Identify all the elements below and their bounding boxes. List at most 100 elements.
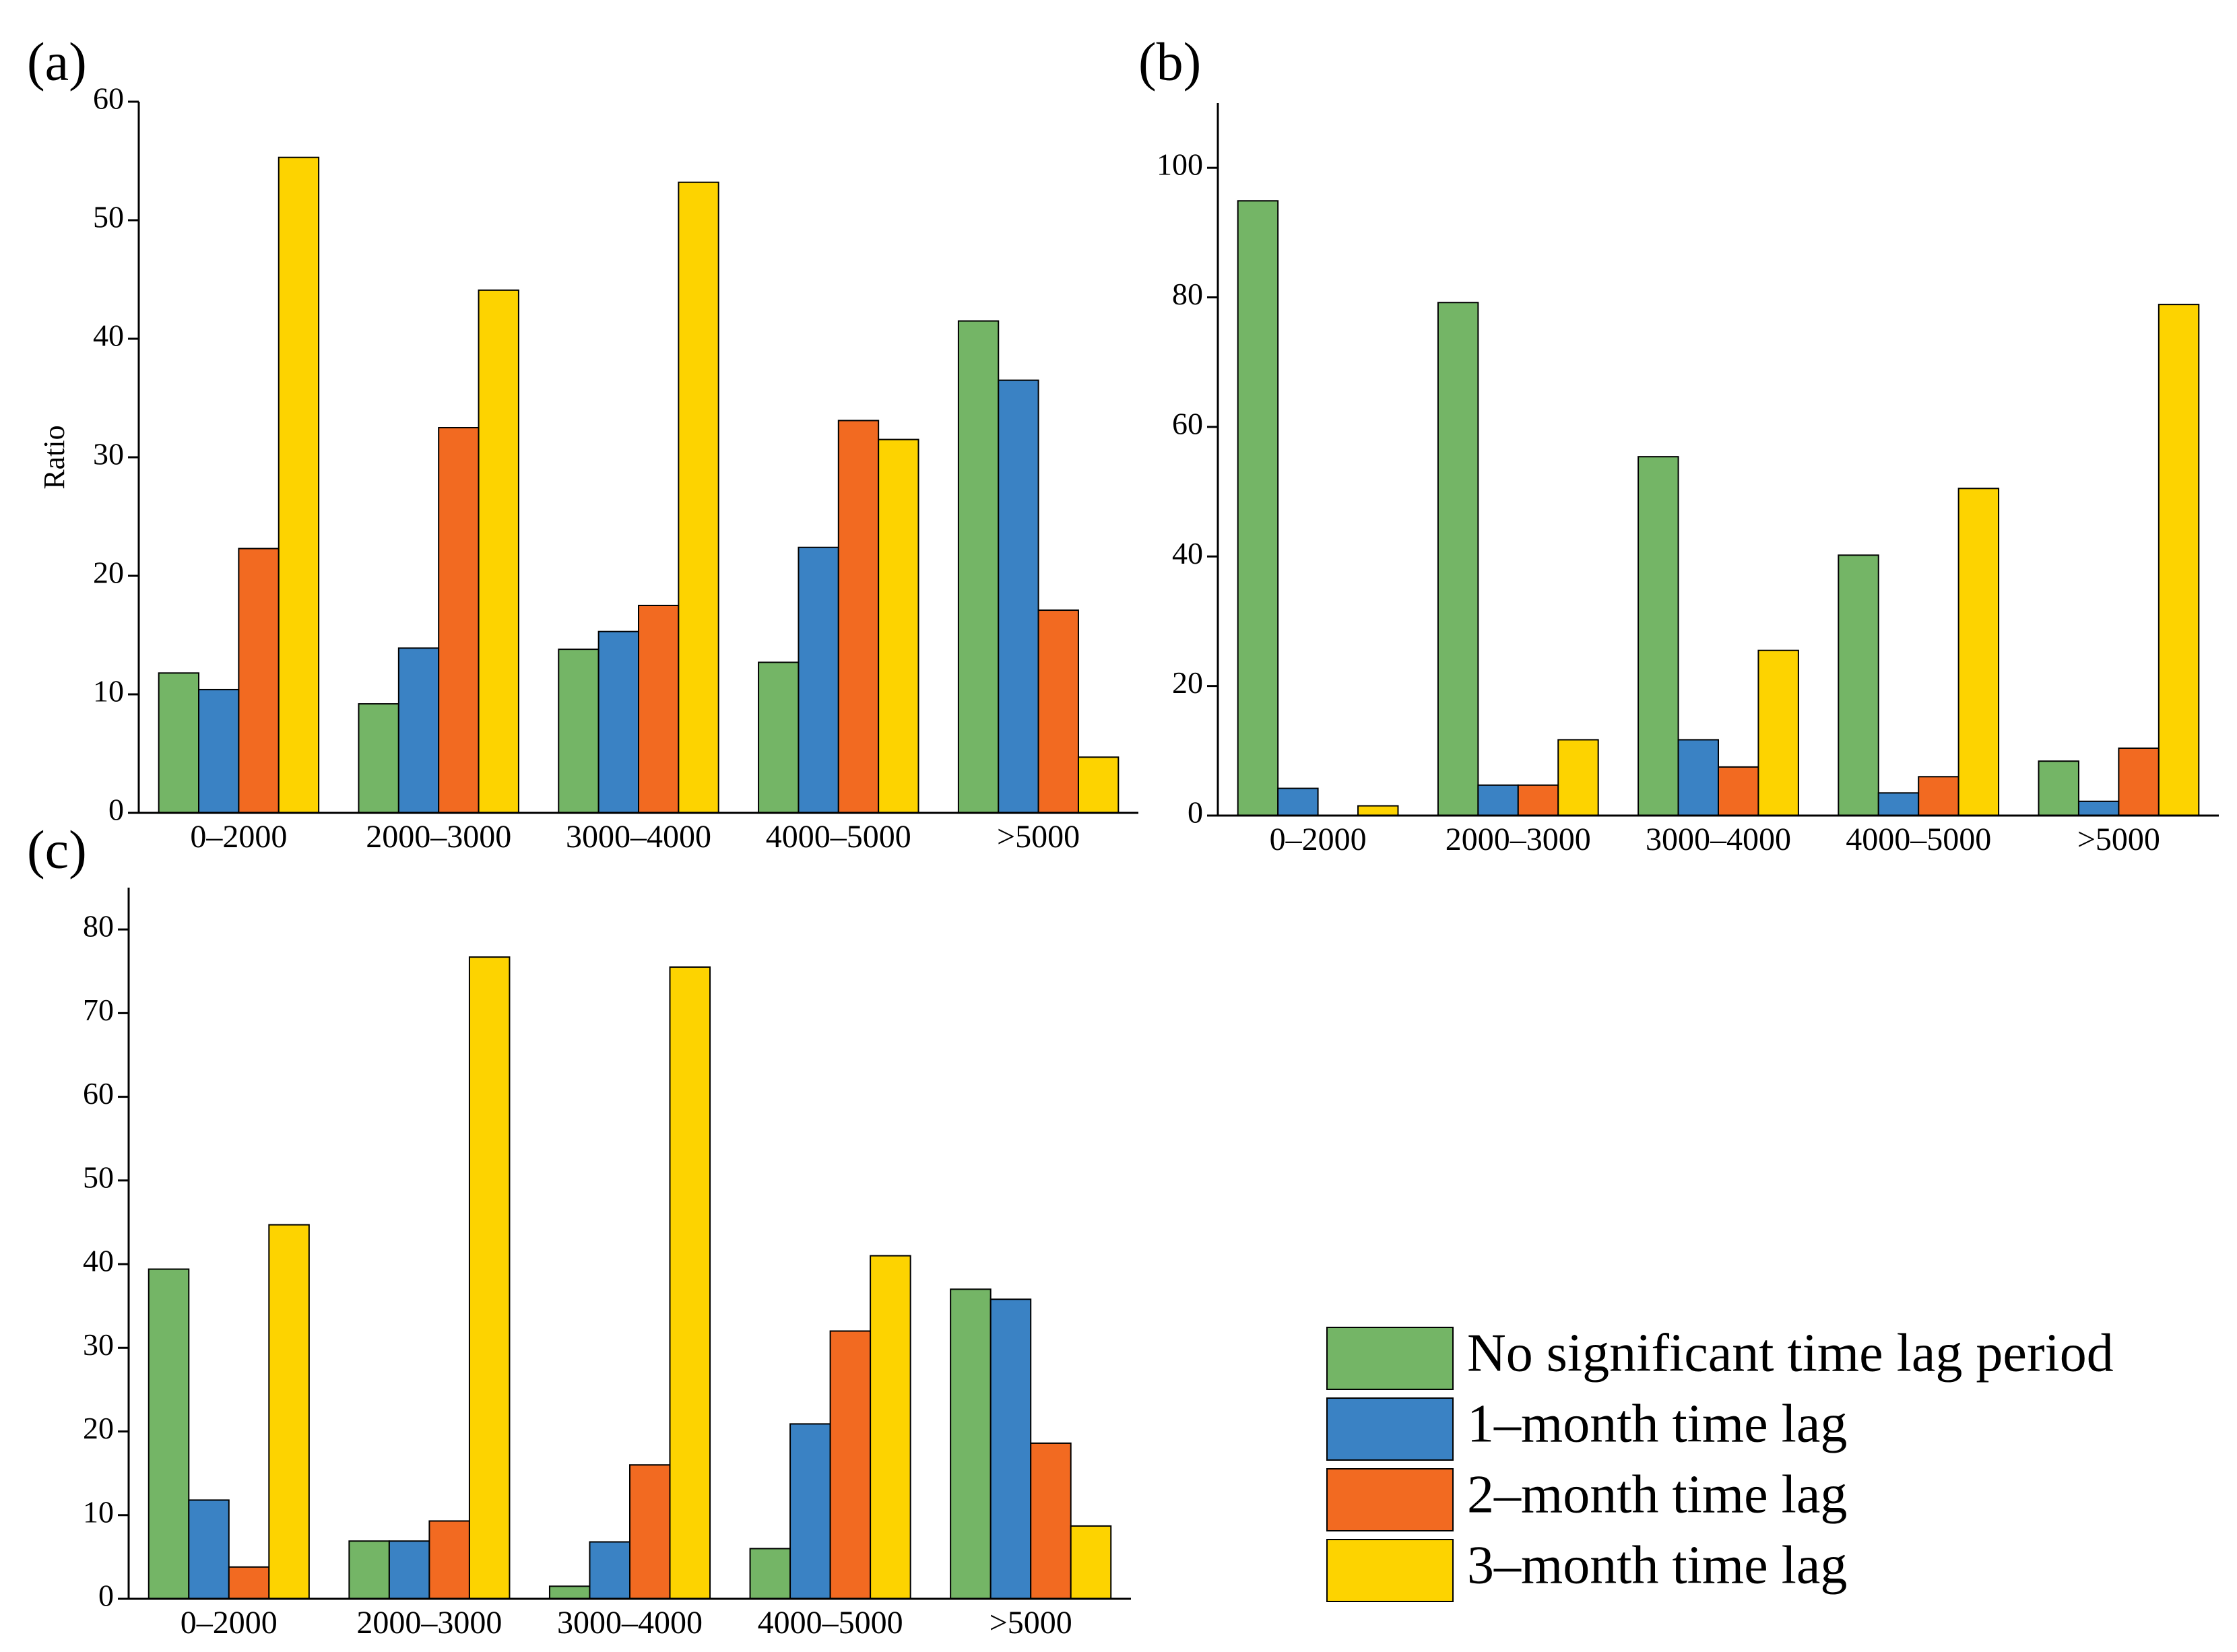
bar — [837, 420, 880, 814]
y-tick-label: 30 — [83, 1327, 114, 1362]
bar — [1677, 739, 1720, 817]
bar — [1277, 787, 1319, 816]
bar — [158, 672, 200, 814]
bar — [678, 181, 719, 814]
bar — [228, 1566, 270, 1599]
y-tick-label: 50 — [93, 200, 124, 234]
legend-swatch — [1326, 1327, 1454, 1390]
y-tick-label: 40 — [1172, 536, 1203, 570]
x-tick-label: 3000–4000 — [1646, 822, 1791, 857]
x-tick-label: 2000–3000 — [366, 819, 511, 855]
y-tick-label: 60 — [1172, 406, 1203, 440]
legend-label: 1–month time lag — [1467, 1394, 1847, 1453]
panel-label: (b) — [1138, 32, 1201, 92]
bar — [870, 1255, 911, 1599]
x-tick-label: 2000–3000 — [1446, 822, 1591, 857]
y-tick-label: 30 — [93, 437, 124, 471]
bar — [278, 156, 320, 814]
bar — [397, 647, 440, 814]
bar — [198, 688, 240, 814]
legend-swatch — [1326, 1397, 1454, 1461]
bar — [2158, 304, 2200, 817]
bar — [558, 649, 599, 814]
y-axis-label: Ratio — [38, 425, 71, 489]
bar — [950, 1288, 992, 1600]
bar — [1918, 776, 1959, 816]
x-tick-label: 2000–3000 — [356, 1605, 502, 1641]
bar — [2077, 800, 2120, 816]
bar — [798, 546, 839, 814]
bar — [1037, 609, 1079, 814]
bar — [1357, 805, 1399, 817]
y-tick-label: 0 — [108, 793, 124, 827]
bar — [438, 427, 480, 814]
bar — [629, 1464, 671, 1600]
bar — [878, 438, 919, 814]
y-tick-label: 80 — [1172, 277, 1203, 311]
y-tick-label: 10 — [93, 674, 124, 708]
bar — [1477, 784, 1519, 817]
bar — [268, 1224, 310, 1599]
bar — [468, 956, 511, 1599]
bar — [2118, 747, 2160, 817]
bar — [1077, 756, 1120, 814]
y-tick-label: 80 — [83, 909, 114, 944]
bar — [478, 289, 519, 814]
x-tick-label: 3000–4000 — [566, 819, 711, 855]
x-tick-label: >5000 — [990, 1605, 1072, 1641]
x-tick-label: >5000 — [997, 819, 1080, 855]
bar — [749, 1548, 791, 1599]
legend-label: 2–month time lag — [1467, 1465, 1847, 1524]
bar — [998, 379, 1039, 814]
y-tick-label: 20 — [83, 1411, 114, 1445]
bar — [990, 1298, 1032, 1600]
y-tick-label: 0 — [1188, 795, 1203, 830]
panel-label: (a) — [27, 32, 87, 92]
x-tick-label: 4000–5000 — [758, 1605, 903, 1641]
y-tick-label: 60 — [93, 81, 124, 116]
bar — [1237, 200, 1279, 816]
bar — [758, 661, 800, 814]
x-tick-label: 4000–5000 — [766, 819, 911, 855]
y-tick-label: 100 — [1157, 147, 1203, 182]
x-tick-label: 0–2000 — [190, 819, 287, 855]
y-tick-label: 10 — [83, 1494, 114, 1529]
bar — [2038, 760, 2079, 816]
bar — [597, 630, 640, 814]
bar — [957, 320, 1000, 814]
legend-label: No significant time lag period — [1467, 1323, 2114, 1383]
bar — [358, 703, 399, 814]
y-tick-label: 20 — [1172, 665, 1203, 700]
bar — [638, 605, 680, 814]
x-tick-label: 0–2000 — [181, 1605, 278, 1641]
x-tick-label: >5000 — [2077, 822, 2160, 857]
bar — [238, 548, 280, 814]
bar — [388, 1540, 430, 1599]
legend-swatch — [1326, 1468, 1454, 1531]
bar — [428, 1520, 470, 1600]
bar — [1030, 1442, 1072, 1600]
bar — [1437, 302, 1479, 816]
panel-label: (c) — [27, 820, 87, 880]
legend-label: 3–month time lag — [1467, 1535, 1847, 1595]
x-tick-label: 0–2000 — [1270, 822, 1367, 857]
y-tick-label: 40 — [83, 1244, 114, 1278]
bar — [188, 1499, 230, 1599]
y-tick-label: 60 — [83, 1076, 114, 1111]
legend-swatch — [1326, 1539, 1454, 1602]
bar — [589, 1541, 630, 1600]
y-tick-label: 40 — [93, 319, 124, 353]
bar — [348, 1540, 390, 1599]
bar — [1877, 792, 1920, 816]
y-tick-label: 0 — [98, 1579, 114, 1613]
bar — [1757, 649, 1799, 817]
bar — [1517, 784, 1559, 817]
bar — [1838, 554, 1879, 817]
y-tick-label: 50 — [83, 1160, 114, 1194]
bar — [1718, 766, 1759, 817]
bar — [148, 1268, 190, 1599]
bar — [1557, 739, 1599, 817]
bar — [1638, 456, 1679, 816]
